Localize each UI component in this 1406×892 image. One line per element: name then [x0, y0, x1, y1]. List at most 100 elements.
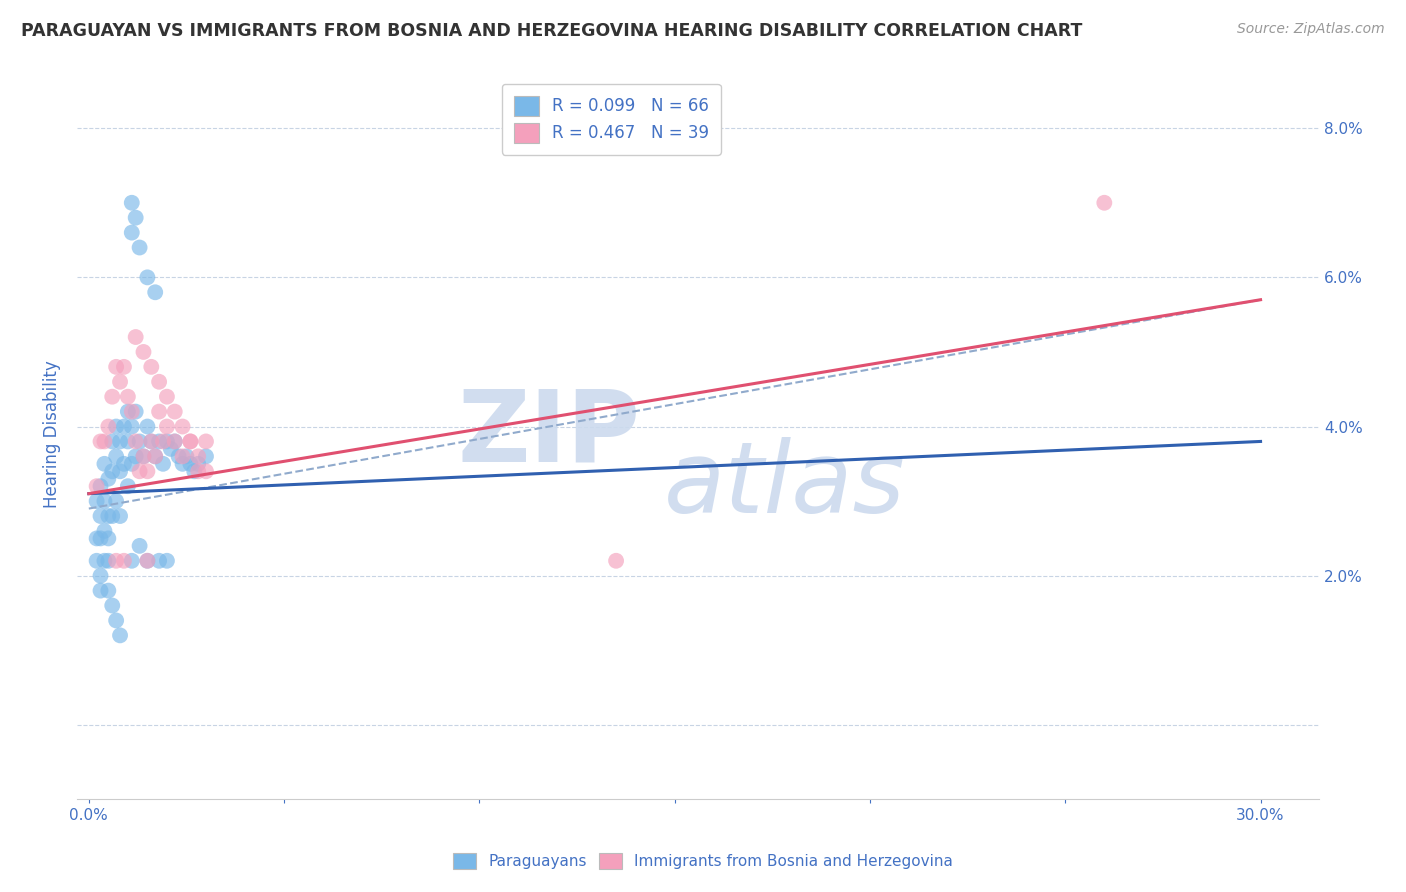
Point: [1092, 195, 1115, 210]
Point: [148, 375, 170, 389]
Point: [148, 554, 170, 568]
Point: [141, 434, 163, 449]
Y-axis label: Hearing Disability: Hearing Disability: [44, 360, 60, 508]
Point: [156, 554, 179, 568]
Point: [148, 404, 170, 418]
Point: [128, 434, 150, 449]
Point: [132, 450, 155, 464]
Legend: R = 0.099   N = 66, R = 0.467   N = 39: R = 0.099 N = 66, R = 0.467 N = 39: [502, 84, 720, 155]
Point: [136, 464, 159, 478]
Point: [160, 442, 183, 456]
Point: [105, 554, 128, 568]
Point: [86, 554, 108, 568]
Point: [125, 211, 148, 225]
Point: [93, 494, 115, 508]
Point: [93, 524, 115, 538]
Point: [121, 404, 143, 418]
Point: [167, 450, 190, 464]
Point: [163, 404, 186, 418]
Point: [121, 457, 143, 471]
Point: [121, 195, 143, 210]
Point: [605, 554, 627, 568]
Point: [121, 419, 143, 434]
Point: [108, 434, 131, 449]
Point: [132, 345, 155, 359]
Point: [163, 434, 186, 449]
Point: [97, 472, 120, 486]
Point: [141, 359, 163, 374]
Point: [97, 509, 120, 524]
Point: [152, 434, 174, 449]
Point: [143, 450, 166, 464]
Point: [105, 450, 128, 464]
Point: [132, 450, 155, 464]
Point: [195, 464, 218, 478]
Point: [125, 404, 148, 418]
Point: [93, 554, 115, 568]
Point: [117, 390, 139, 404]
Point: [179, 434, 201, 449]
Point: [156, 390, 179, 404]
Point: [195, 434, 218, 449]
Point: [86, 479, 108, 493]
Point: [97, 419, 120, 434]
Point: [117, 404, 139, 418]
Point: [163, 434, 186, 449]
Point: [121, 226, 143, 240]
Point: [187, 450, 209, 464]
Point: [108, 464, 131, 478]
Point: [136, 554, 159, 568]
Point: [172, 457, 194, 471]
Point: [172, 419, 194, 434]
Point: [93, 434, 115, 449]
Point: [112, 419, 135, 434]
Point: [105, 494, 128, 508]
Point: [108, 628, 131, 642]
Point: [112, 554, 135, 568]
Point: [187, 457, 209, 471]
Point: [89, 583, 111, 598]
Point: [97, 532, 120, 546]
Point: [105, 419, 128, 434]
Point: [179, 457, 201, 471]
Point: [128, 539, 150, 553]
Point: [108, 509, 131, 524]
Point: [195, 450, 218, 464]
Point: [89, 434, 111, 449]
Point: [125, 450, 148, 464]
Point: [117, 479, 139, 493]
Text: Source: ZipAtlas.com: Source: ZipAtlas.com: [1237, 22, 1385, 37]
Point: [121, 554, 143, 568]
Point: [128, 240, 150, 254]
Point: [183, 464, 205, 478]
Text: atlas: atlas: [664, 437, 905, 533]
Point: [143, 450, 166, 464]
Point: [136, 270, 159, 285]
Point: [179, 434, 201, 449]
Point: [136, 419, 159, 434]
Point: [105, 614, 128, 628]
Point: [101, 390, 124, 404]
Point: [112, 359, 135, 374]
Point: [101, 434, 124, 449]
Point: [152, 457, 174, 471]
Point: [108, 375, 131, 389]
Point: [117, 434, 139, 449]
Legend: Paraguayans, Immigrants from Bosnia and Herzegovina: Paraguayans, Immigrants from Bosnia and …: [447, 847, 959, 875]
Point: [105, 359, 128, 374]
Text: PARAGUAYAN VS IMMIGRANTS FROM BOSNIA AND HERZEGOVINA HEARING DISABILITY CORRELAT: PARAGUAYAN VS IMMIGRANTS FROM BOSNIA AND…: [21, 22, 1083, 40]
Point: [125, 330, 148, 344]
Text: ZIP: ZIP: [457, 385, 641, 483]
Point: [128, 464, 150, 478]
Point: [156, 419, 179, 434]
Point: [101, 464, 124, 478]
Point: [143, 285, 166, 300]
Point: [125, 434, 148, 449]
Point: [86, 532, 108, 546]
Point: [97, 554, 120, 568]
Point: [89, 532, 111, 546]
Point: [176, 450, 198, 464]
Point: [136, 554, 159, 568]
Point: [101, 599, 124, 613]
Point: [112, 457, 135, 471]
